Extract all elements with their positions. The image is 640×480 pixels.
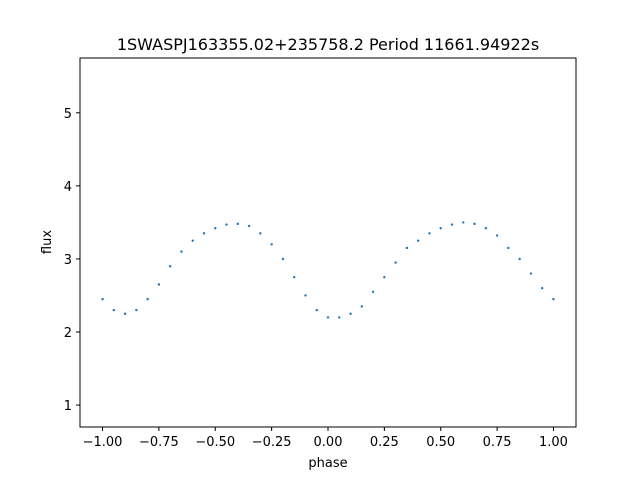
y-tick-label: 5 <box>64 107 72 122</box>
data-point <box>304 294 307 297</box>
y-tick-label: 2 <box>64 326 72 341</box>
data-point <box>416 239 420 242</box>
data-point <box>225 223 228 226</box>
data-point <box>450 223 454 226</box>
data-point <box>540 286 544 290</box>
x-tick-label: 0.50 <box>426 435 455 450</box>
data-point <box>371 290 375 294</box>
data-point <box>405 246 409 250</box>
data-point <box>529 272 533 275</box>
x-tick-label: −0.75 <box>139 435 179 450</box>
data-point <box>326 316 330 319</box>
data-points <box>101 221 555 319</box>
data-point <box>552 297 555 301</box>
y-tick-label: 1 <box>64 399 72 414</box>
data-point <box>315 308 318 312</box>
data-point <box>462 221 465 224</box>
x-axis-ticks: −1.00 −0.75 −0.50 −0.25 0.00 0.25 0.50 0.75 1.00 <box>83 427 568 450</box>
data-point <box>281 257 285 261</box>
data-point <box>270 243 273 246</box>
data-point <box>428 232 431 235</box>
data-point <box>495 234 499 237</box>
y-axis-label: flux <box>40 230 55 254</box>
data-point <box>259 232 262 235</box>
x-tick-label: 1.00 <box>539 435 568 450</box>
data-point <box>247 224 251 228</box>
data-point <box>360 305 364 308</box>
data-point <box>191 239 194 242</box>
data-point <box>101 297 104 301</box>
data-point <box>394 261 397 264</box>
data-point <box>123 312 127 315</box>
x-tick-label: −0.25 <box>252 435 292 450</box>
data-point <box>338 316 341 319</box>
data-point <box>518 257 521 261</box>
x-axis-label: phase <box>308 456 347 471</box>
data-point <box>349 312 352 315</box>
data-point <box>135 308 138 312</box>
data-point <box>146 297 149 301</box>
x-tick-label: 0.75 <box>483 435 512 450</box>
data-point <box>202 232 206 235</box>
data-point <box>473 222 476 226</box>
data-point <box>180 250 183 253</box>
x-tick-label: −1.00 <box>83 435 123 450</box>
data-point <box>439 227 442 230</box>
x-tick-label: 0.25 <box>370 435 399 450</box>
data-point <box>292 276 296 279</box>
data-point <box>214 227 217 230</box>
data-point <box>168 265 172 268</box>
data-point <box>507 246 510 250</box>
data-point <box>236 222 240 226</box>
data-point <box>157 283 161 286</box>
x-tick-label: −0.50 <box>195 435 235 450</box>
chart-title: 1SWASPJ163355.02+235758.2 Period 11661.9… <box>117 35 539 54</box>
data-point <box>484 227 488 230</box>
x-tick-label: 0.00 <box>314 435 343 450</box>
plot-frame <box>79 57 577 428</box>
data-point <box>383 276 386 279</box>
data-point <box>112 308 116 312</box>
y-tick-label: 4 <box>64 180 72 195</box>
y-axis-ticks: 1 2 3 4 5 <box>64 107 80 414</box>
y-tick-label: 3 <box>64 253 72 268</box>
